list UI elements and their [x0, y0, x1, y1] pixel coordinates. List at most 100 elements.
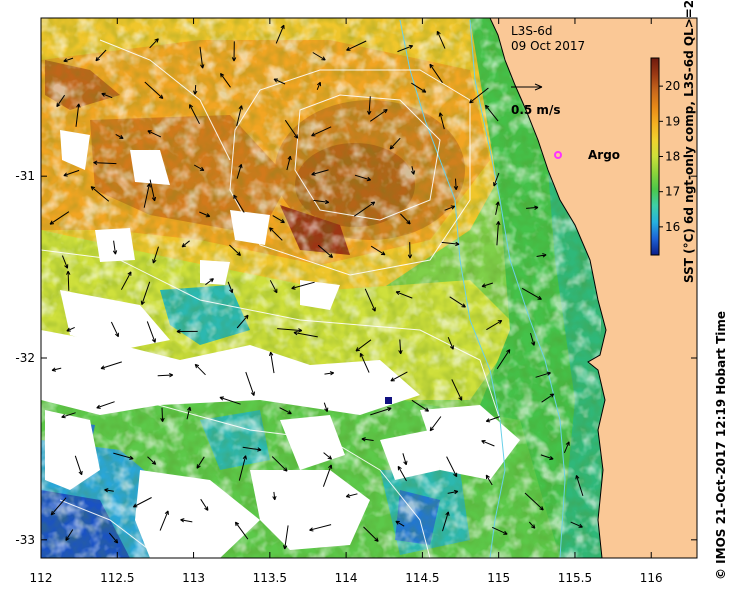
velocity-arrow	[481, 440, 495, 447]
velocity-arrow	[236, 105, 243, 127]
x-tick-label: 112.5	[100, 571, 134, 585]
x-tick-label: 115	[487, 571, 510, 585]
x-tick-label: 116	[640, 571, 663, 585]
velocity-arrow	[429, 63, 443, 83]
velocity-arrow	[199, 211, 211, 218]
velocity-arrow	[481, 282, 494, 288]
velocity-arrow	[66, 326, 75, 332]
velocity-arrow	[311, 169, 329, 176]
velocity-arrow	[269, 280, 278, 294]
velocity-arrow	[181, 240, 190, 248]
velocity-arrow	[355, 339, 372, 352]
velocity-scale: 0.5 m/s	[511, 83, 560, 117]
velocity-arrow	[370, 407, 392, 416]
velocity-arrow	[273, 78, 286, 85]
velocity-arrow	[395, 520, 405, 527]
velocity-arrow	[283, 525, 289, 550]
x-tick-label: 115.5	[558, 571, 592, 585]
velocity-arrows	[49, 24, 584, 550]
velocity-arrow	[429, 416, 442, 432]
velocity-arrow	[236, 314, 249, 329]
velocity-arrow	[451, 379, 463, 401]
velocity-arrow	[147, 456, 157, 465]
velocity-arrow	[438, 112, 445, 130]
sst-isotherms	[41, 39, 501, 558]
velocity-arrow	[491, 526, 508, 535]
velocity-arrow	[528, 521, 536, 529]
velocity-arrow	[51, 367, 62, 372]
velocity-arrow	[410, 166, 416, 175]
velocity-arrow	[367, 96, 372, 115]
velocity-arrow	[346, 40, 367, 51]
x-axis: 112 112.5 113 113.5 114 114.5 115 115.5 116	[30, 18, 663, 585]
velocity-arrow	[436, 30, 446, 49]
velocity-arrow	[90, 186, 110, 202]
colorbar-tick-label: 20	[665, 79, 680, 93]
velocity-arrow	[397, 44, 414, 53]
x-tick-label: 114.5	[405, 571, 439, 585]
x-tick-label: 114	[335, 571, 358, 585]
y-tick-label: -32	[15, 351, 35, 365]
velocity-arrow	[49, 211, 70, 225]
colorbar-title: SST (°C) 6d ngt-only comp, L3S-6d QL>=2	[682, 0, 696, 283]
velocity-arrow	[74, 455, 83, 476]
date-label: 09 Oct 2017	[511, 39, 585, 53]
velocity-arrow	[147, 130, 162, 138]
velocity-arrow	[200, 498, 209, 511]
velocity-arrow	[390, 371, 408, 382]
velocity-arrow	[575, 475, 584, 497]
velocity-arrow	[110, 321, 119, 338]
velocity-arrow	[272, 215, 285, 224]
velocity-arrow	[411, 399, 430, 412]
velocity-arrow	[363, 526, 379, 542]
velocity-arrow	[411, 82, 427, 93]
velocity-arrow	[269, 227, 283, 241]
velocity-arrow	[115, 133, 124, 139]
y-tick-label: -31	[15, 169, 35, 183]
velocity-arrow	[570, 521, 583, 528]
velocity-arrow	[541, 393, 555, 403]
velocity-arrow	[245, 371, 255, 396]
imos-credit: © IMOS 21-Oct-2017 12:19 Hobart Time	[714, 311, 728, 580]
velocity-arrow	[402, 453, 408, 466]
velocity-arrow	[359, 352, 370, 373]
land-mass	[489, 18, 697, 558]
velocity-arrow	[144, 81, 164, 99]
argo-float: Argo	[554, 148, 620, 162]
velocity-arrow	[233, 194, 245, 213]
velocity-arrow	[535, 371, 551, 378]
velocity-arrow	[446, 456, 458, 478]
velocity-arrow	[311, 126, 332, 137]
velocity-arrow	[271, 456, 288, 472]
colorbar-gradient	[650, 57, 660, 256]
velocity-arrow	[56, 94, 66, 108]
velocity-arrow	[364, 288, 376, 312]
velocity-arrow	[234, 521, 249, 540]
velocity-arrow	[354, 174, 372, 182]
x-tick-label: 113.5	[253, 571, 287, 585]
velocity-arrow	[521, 287, 542, 300]
velocity-arrow	[180, 518, 193, 523]
colorbar-tick-label: 17	[665, 185, 680, 199]
velocity-arrow	[194, 363, 206, 376]
velocity-arrow	[407, 242, 413, 259]
velocity-arrow	[101, 92, 113, 99]
velocity-arrow	[485, 416, 500, 423]
x-tick-label: 112	[30, 571, 53, 585]
velocity-arrow	[400, 213, 411, 225]
velocity-arrow	[272, 491, 277, 501]
velocity-arrow	[495, 201, 500, 215]
velocity-arrow	[313, 199, 330, 205]
velocity-arrow	[63, 169, 80, 177]
velocity-arrow	[312, 52, 326, 61]
velocity-arrow	[291, 281, 315, 290]
velocity-arrow	[485, 474, 493, 486]
velocity-arrow	[63, 57, 74, 63]
velocity-arrow	[100, 361, 122, 370]
velocity-arrow	[345, 493, 358, 498]
velocity-arrow	[316, 81, 322, 90]
velocity-arrow	[149, 38, 159, 49]
velocity-arrow	[189, 104, 200, 125]
velocity-arrow	[242, 446, 262, 452]
